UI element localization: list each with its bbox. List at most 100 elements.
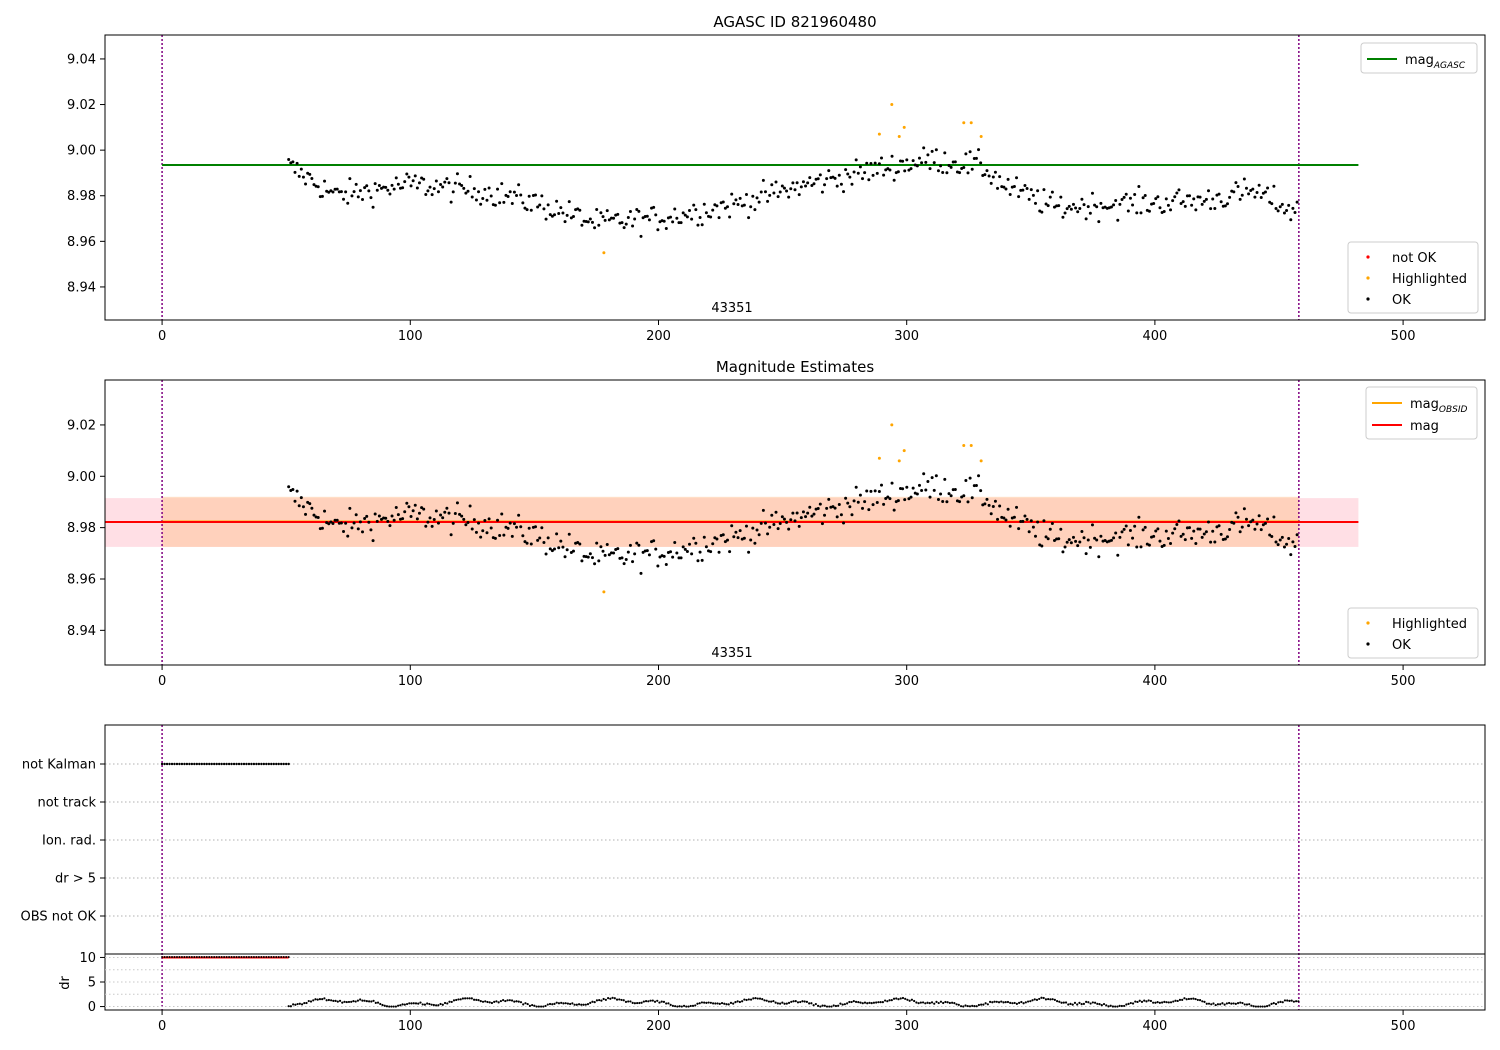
ok-point bbox=[1289, 218, 1293, 222]
dr-point bbox=[533, 1004, 536, 1007]
dr-point bbox=[685, 1005, 688, 1008]
dr-point bbox=[294, 1003, 297, 1006]
ok-point bbox=[1274, 207, 1278, 211]
ok-point bbox=[428, 516, 432, 520]
dr-point bbox=[334, 999, 337, 1002]
dr-point bbox=[1006, 1000, 1010, 1004]
dr-point bbox=[933, 1002, 936, 1005]
dr-point bbox=[749, 998, 753, 1001]
dr-point bbox=[736, 1000, 739, 1003]
dr-point bbox=[493, 1000, 496, 1003]
dr-point bbox=[1138, 999, 1141, 1002]
dr-point bbox=[531, 1003, 534, 1007]
ok-point bbox=[985, 497, 989, 501]
dr-point bbox=[772, 999, 775, 1003]
ok-point bbox=[962, 494, 966, 498]
ok-point bbox=[742, 203, 746, 207]
dr-saturated-point bbox=[210, 955, 213, 958]
ok-point bbox=[458, 512, 462, 516]
ok-point bbox=[559, 206, 563, 210]
ok-point bbox=[597, 223, 601, 227]
ok-point bbox=[1069, 207, 1073, 211]
dr-point bbox=[848, 1000, 851, 1004]
ok-point bbox=[1044, 535, 1048, 539]
dr-point bbox=[982, 1003, 985, 1006]
ok-point bbox=[1126, 209, 1130, 213]
ok-point bbox=[934, 148, 938, 152]
dr-point bbox=[942, 1001, 945, 1005]
ok-point bbox=[561, 545, 565, 549]
ok-point bbox=[365, 184, 369, 188]
dr-point bbox=[408, 1002, 411, 1005]
ok-point bbox=[787, 527, 791, 531]
ok-point bbox=[1169, 542, 1173, 546]
ok-point bbox=[1097, 220, 1101, 224]
ok-point bbox=[671, 555, 675, 559]
ok-point bbox=[808, 505, 812, 509]
ok-point bbox=[409, 515, 413, 519]
ok-point bbox=[293, 170, 297, 174]
ok-point bbox=[506, 526, 510, 530]
dr-point bbox=[1076, 1003, 1079, 1006]
ok-point bbox=[312, 183, 316, 187]
dr-saturated-point bbox=[265, 955, 268, 958]
ok-point bbox=[917, 483, 921, 487]
dr-point bbox=[850, 1000, 853, 1004]
ok-point bbox=[789, 518, 793, 522]
dr-point bbox=[490, 1001, 494, 1005]
ok-point bbox=[496, 187, 500, 191]
ok-point bbox=[763, 190, 767, 194]
x-tick-label: 300 bbox=[894, 674, 919, 689]
ok-point bbox=[820, 190, 824, 194]
dr-point bbox=[332, 999, 335, 1002]
ok-point bbox=[1207, 520, 1211, 524]
ok-point bbox=[460, 184, 464, 188]
dr-point bbox=[350, 1000, 353, 1003]
flag-point bbox=[190, 762, 194, 766]
flag-point bbox=[282, 762, 285, 766]
dr-point bbox=[562, 1002, 565, 1005]
dr-point bbox=[1127, 1002, 1130, 1006]
ok-point bbox=[1128, 529, 1132, 533]
x-tick-label: 300 bbox=[894, 1019, 919, 1034]
dr-saturated-point bbox=[213, 955, 216, 958]
ok-point bbox=[846, 501, 850, 505]
dr-point bbox=[1125, 1003, 1128, 1006]
dr-point bbox=[1031, 999, 1034, 1002]
ok-point bbox=[571, 215, 575, 219]
ok-point bbox=[1268, 533, 1272, 537]
dr-point bbox=[537, 1005, 540, 1008]
dr-point bbox=[607, 997, 610, 1000]
ok-point bbox=[1158, 206, 1162, 210]
dr-point bbox=[861, 1002, 864, 1005]
dr-point bbox=[1087, 1001, 1090, 1004]
dr-point bbox=[580, 1003, 583, 1006]
ok-point bbox=[1059, 195, 1063, 199]
ok-point bbox=[1112, 536, 1116, 540]
ok-point bbox=[768, 525, 772, 529]
legend-point-swatch bbox=[1366, 276, 1370, 280]
dr-point bbox=[723, 1002, 726, 1005]
ok-point bbox=[361, 197, 365, 201]
dr-point bbox=[674, 1005, 677, 1008]
ok-point bbox=[1183, 204, 1187, 208]
ok-point bbox=[974, 484, 978, 488]
ok-point bbox=[1198, 527, 1202, 531]
dr-point bbox=[935, 1000, 938, 1003]
ok-point bbox=[1204, 197, 1208, 201]
ok-point bbox=[1099, 534, 1103, 538]
ok-point bbox=[327, 522, 331, 526]
ok-point bbox=[1278, 205, 1282, 209]
ok-point bbox=[1192, 197, 1196, 201]
ok-point bbox=[578, 208, 582, 212]
ok-point bbox=[578, 542, 582, 546]
dr-point bbox=[1279, 1000, 1282, 1003]
ok-point bbox=[1293, 210, 1297, 214]
dr-point bbox=[901, 996, 905, 1000]
ok-point bbox=[696, 559, 700, 563]
dr-point bbox=[810, 1002, 813, 1005]
ok-point bbox=[301, 175, 305, 179]
flag-point bbox=[180, 762, 184, 766]
ok-point bbox=[515, 525, 519, 529]
